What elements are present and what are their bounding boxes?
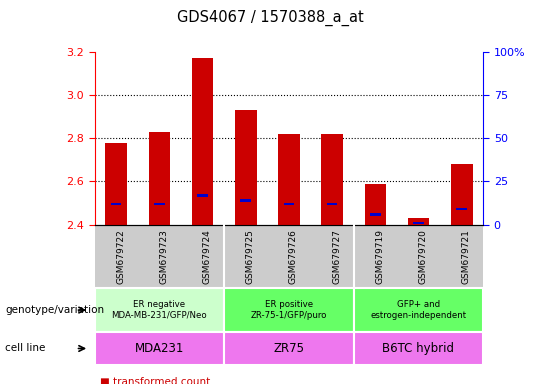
- Text: GSM679719: GSM679719: [375, 229, 384, 284]
- Text: GSM679725: GSM679725: [246, 229, 255, 284]
- Bar: [321, 134, 343, 225]
- Text: genotype/variation: genotype/variation: [5, 305, 105, 315]
- Bar: [408, 218, 429, 225]
- Bar: [370, 213, 381, 215]
- Text: GSM679721: GSM679721: [462, 229, 471, 284]
- Text: GSM679726: GSM679726: [289, 229, 298, 284]
- Text: GFP+ and
estrogen-independent: GFP+ and estrogen-independent: [370, 300, 467, 320]
- Text: GDS4067 / 1570388_a_at: GDS4067 / 1570388_a_at: [177, 10, 363, 26]
- Text: GSM679722: GSM679722: [116, 229, 125, 284]
- Text: ER negative
MDA-MB-231/GFP/Neo: ER negative MDA-MB-231/GFP/Neo: [111, 300, 207, 320]
- Bar: [284, 203, 294, 205]
- Text: ZR75: ZR75: [273, 342, 305, 355]
- Bar: [364, 184, 386, 225]
- Bar: [327, 203, 338, 205]
- Bar: [148, 132, 170, 225]
- Bar: [111, 203, 122, 205]
- Bar: [451, 164, 472, 225]
- Bar: [192, 58, 213, 225]
- Text: ■ transformed count: ■ transformed count: [100, 377, 210, 384]
- Bar: [456, 208, 467, 210]
- Bar: [197, 194, 208, 197]
- Text: GSM679720: GSM679720: [418, 229, 428, 284]
- Text: cell line: cell line: [5, 343, 46, 354]
- Bar: [413, 222, 424, 224]
- Bar: [278, 134, 300, 225]
- Text: GSM679724: GSM679724: [202, 229, 212, 284]
- Bar: [154, 203, 165, 205]
- Text: B6TC hybrid: B6TC hybrid: [382, 342, 455, 355]
- Text: ER positive
ZR-75-1/GFP/puro: ER positive ZR-75-1/GFP/puro: [251, 300, 327, 320]
- Bar: [240, 199, 251, 202]
- Bar: [235, 110, 256, 225]
- Text: MDA231: MDA231: [134, 342, 184, 355]
- Text: GSM679723: GSM679723: [159, 229, 168, 284]
- Bar: [105, 142, 127, 225]
- Text: GSM679727: GSM679727: [332, 229, 341, 284]
